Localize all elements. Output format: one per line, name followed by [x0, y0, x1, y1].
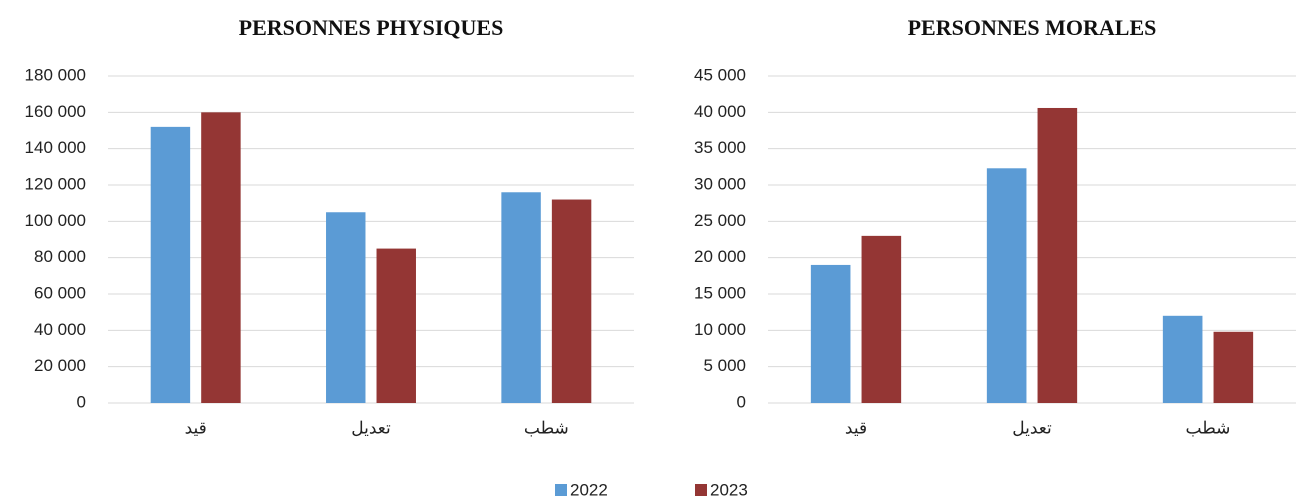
chart-title: PERSONNES MORALES [908, 15, 1157, 40]
bar [861, 235, 902, 403]
bar [1037, 107, 1078, 404]
y-tick-label: 45 000 [694, 65, 746, 84]
y-tick-label: 15 000 [694, 283, 746, 302]
y-tick-label: 40 000 [34, 320, 86, 339]
y-tick-label: 0 [737, 392, 746, 411]
bar [1162, 315, 1203, 403]
x-tick-label: تعديل [351, 418, 391, 437]
legend-swatch [555, 484, 567, 496]
x-tick-label: شطب [524, 418, 569, 437]
legend-label: 2023 [710, 480, 748, 498]
y-tick-label: 0 [77, 392, 86, 411]
y-tick-label: 5 000 [703, 356, 746, 375]
y-tick-label: 80 000 [34, 247, 86, 266]
y-tick-label: 60 000 [34, 283, 86, 302]
bar [551, 199, 592, 403]
y-tick-label: 40 000 [694, 102, 746, 121]
x-tick-label: قيد [185, 418, 207, 437]
x-tick-label: تعديل [1012, 418, 1052, 437]
bar [986, 168, 1027, 403]
y-tick-label: 20 000 [34, 356, 86, 375]
y-tick-label: 120 000 [25, 174, 86, 193]
bar [810, 264, 851, 403]
y-tick-label: 30 000 [694, 174, 746, 193]
bar [1213, 331, 1254, 403]
y-tick-label: 25 000 [694, 211, 746, 230]
bar [201, 112, 241, 403]
y-tick-label: 160 000 [25, 102, 86, 121]
legend-swatch [695, 484, 707, 496]
y-tick-label: 140 000 [25, 138, 86, 157]
bar [501, 192, 541, 403]
bar [326, 212, 366, 403]
y-tick-label: 100 000 [25, 211, 86, 230]
y-tick-label: 10 000 [694, 320, 746, 339]
legend-label: 2022 [570, 480, 608, 498]
y-tick-label: 35 000 [694, 138, 746, 157]
y-tick-label: 20 000 [694, 247, 746, 266]
x-tick-label: شطب [1186, 418, 1231, 437]
bar [150, 126, 191, 403]
x-tick-label: قيد [845, 418, 867, 437]
chart-title: PERSONNES PHYSIQUES [239, 15, 504, 40]
bar [376, 248, 416, 403]
y-tick-label: 180 000 [25, 65, 86, 84]
